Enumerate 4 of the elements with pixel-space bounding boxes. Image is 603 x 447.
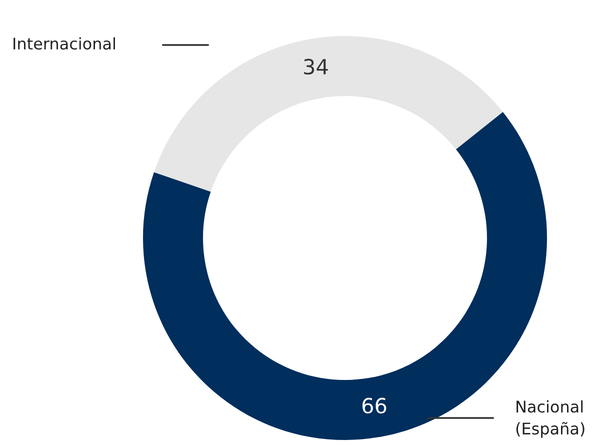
slice-label: Nacional (España) — [516, 400, 584, 438]
data-label: 66 — [362, 398, 386, 414]
slice-label: Internacional — [14, 37, 115, 50]
data-label: 34 — [304, 58, 328, 75]
